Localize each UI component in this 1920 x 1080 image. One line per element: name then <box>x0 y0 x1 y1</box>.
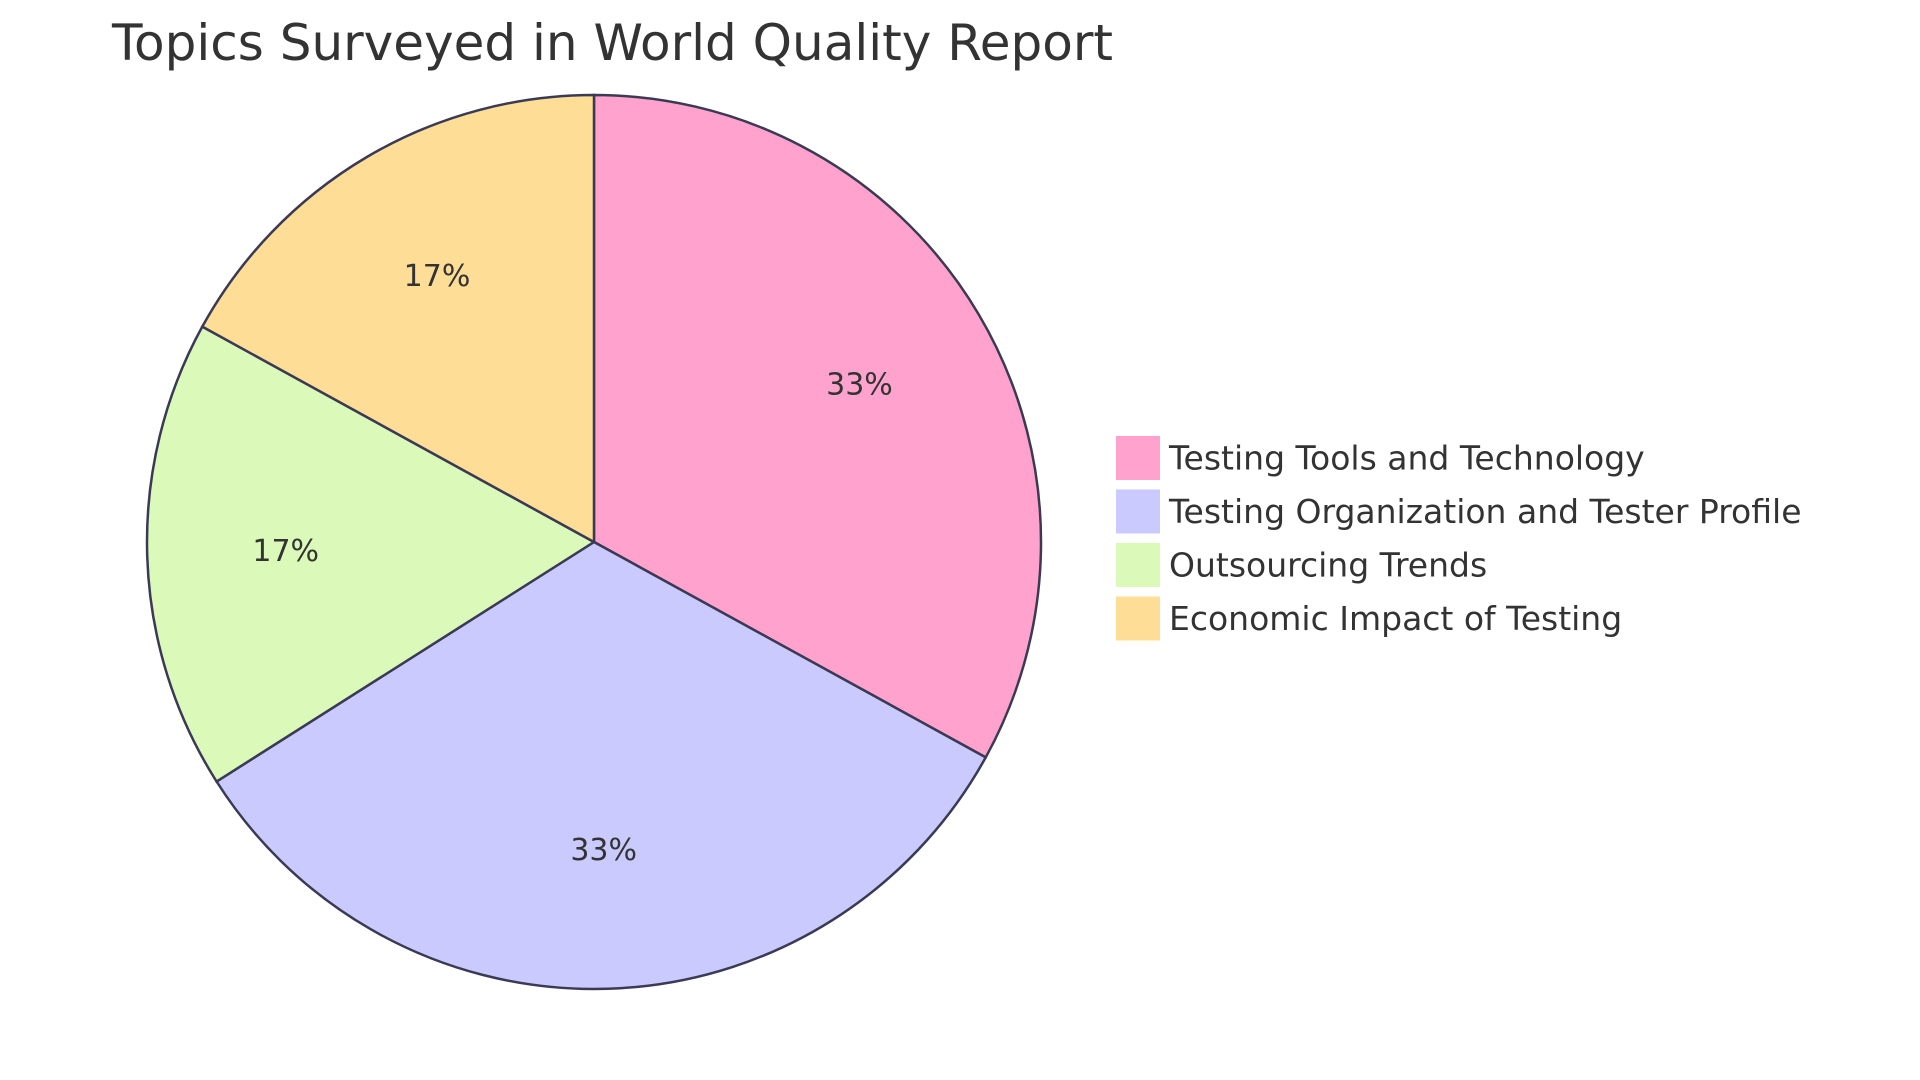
pie-slice-label: 17% <box>404 259 471 294</box>
pie-slice-label: 33% <box>826 367 893 402</box>
pie-slice-label: 17% <box>252 534 319 569</box>
pie-slice-labels: 33% 33% 17% 17% <box>252 259 892 868</box>
pie-slice <box>592 93 1043 760</box>
legend-swatch <box>1114 594 1162 643</box>
legend: Testing Tools and Technology Testing Orga… <box>1114 434 1802 643</box>
legend-label: Economic Impact of Testing <box>1169 599 1622 638</box>
pie-slices <box>145 93 1043 991</box>
legend-label: Testing Tools and Technology <box>1168 439 1645 478</box>
legend-label: Outsourcing Trends <box>1169 546 1487 585</box>
pie-slice <box>145 324 597 784</box>
legend-swatch <box>1114 541 1162 589</box>
legend-label: Testing Organization and Tester Profile <box>1168 492 1802 531</box>
chart-title: Topics Surveyed in World Quality Report <box>111 14 1113 72</box>
pie-slice-label: 33% <box>570 833 637 868</box>
pie-slice <box>214 540 988 991</box>
legend-swatch <box>1114 487 1162 536</box>
pie-slice <box>200 93 596 545</box>
legend-swatch <box>1114 434 1162 482</box>
